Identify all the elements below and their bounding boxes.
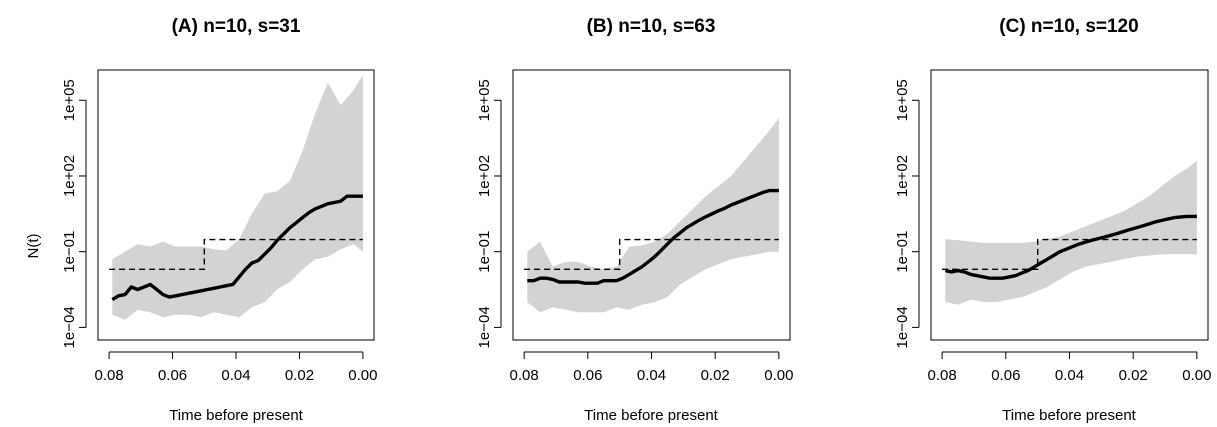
x-tick-label: 0.02 <box>1119 367 1148 384</box>
panel-c: 0.08 0.06 0.04 0.02 0.00 1e−04 1e−01 1e+02 1e+05… <box>894 16 1211 424</box>
panel-title: (B) n=10, s=63 <box>587 16 716 37</box>
x-axis-title: Time before present <box>1002 407 1137 424</box>
estimate-line <box>527 188 779 285</box>
confidence-band <box>945 160 1197 305</box>
y-tick-label: 1e+02 <box>894 155 911 197</box>
x-tick-label: 0.04 <box>221 367 250 384</box>
y-axis-title: N(t) <box>25 234 42 259</box>
true-size-line <box>109 238 363 270</box>
x-tick-label: 0.06 <box>158 367 187 384</box>
panel-a: 0.08 0.06 0.04 0.02 0.00 1e−04 1e−01 1e+02 1e+05… <box>61 16 377 424</box>
x-tick-label: 0.04 <box>1055 367 1084 384</box>
x-axis-title: Time before present <box>584 407 719 424</box>
estimate-line <box>944 214 1197 280</box>
y-tick-label: 1e+05 <box>476 79 493 121</box>
y-tick-label: 1e+05 <box>894 79 911 121</box>
x-tick-label: 0.08 <box>928 367 957 384</box>
x-tick-label: 0.02 <box>701 367 730 384</box>
x-tick-label: 0.06 <box>573 367 602 384</box>
x-axis-title: Time before present <box>169 407 304 424</box>
x-tick-label: 0.00 <box>1182 367 1211 384</box>
y-tick-label: 1e−01 <box>476 231 493 273</box>
x-tick-label: 0.00 <box>764 367 793 384</box>
y-tick-label: 1e−04 <box>476 306 493 348</box>
plot-frame <box>512 69 791 341</box>
plot-frame <box>97 69 375 341</box>
y-tick-label: 1e+02 <box>61 155 78 197</box>
x-tick-label: 0.02 <box>285 367 314 384</box>
true-size-line <box>524 238 779 270</box>
x-tick-label: 0.04 <box>637 367 666 384</box>
y-tick-label: 1e+02 <box>476 155 493 197</box>
y-tick-label: 1e−04 <box>894 306 911 348</box>
panel-b: 0.08 0.06 0.04 0.02 0.00 1e−04 1e−01 1e+02 1e+05… <box>476 16 793 424</box>
x-tick-label: 0.00 <box>348 367 377 384</box>
y-tick-label: 1e−01 <box>61 231 78 273</box>
x-tick-label: 0.06 <box>991 367 1020 384</box>
estimate-line <box>111 194 363 302</box>
plot-frame <box>930 69 1209 341</box>
confidence-band <box>527 117 779 313</box>
confidence-band <box>112 75 363 320</box>
panel-title: (C) n=10, s=120 <box>999 16 1138 37</box>
true-size-line <box>942 238 1197 270</box>
y-tick-label: 1e−04 <box>61 306 78 348</box>
y-tick-label: 1e+05 <box>61 79 78 121</box>
x-tick-label: 0.08 <box>95 367 124 384</box>
panel-title: (A) n=10, s=31 <box>172 16 301 37</box>
y-tick-label: 1e−01 <box>894 231 911 273</box>
x-tick-label: 0.08 <box>510 367 539 384</box>
